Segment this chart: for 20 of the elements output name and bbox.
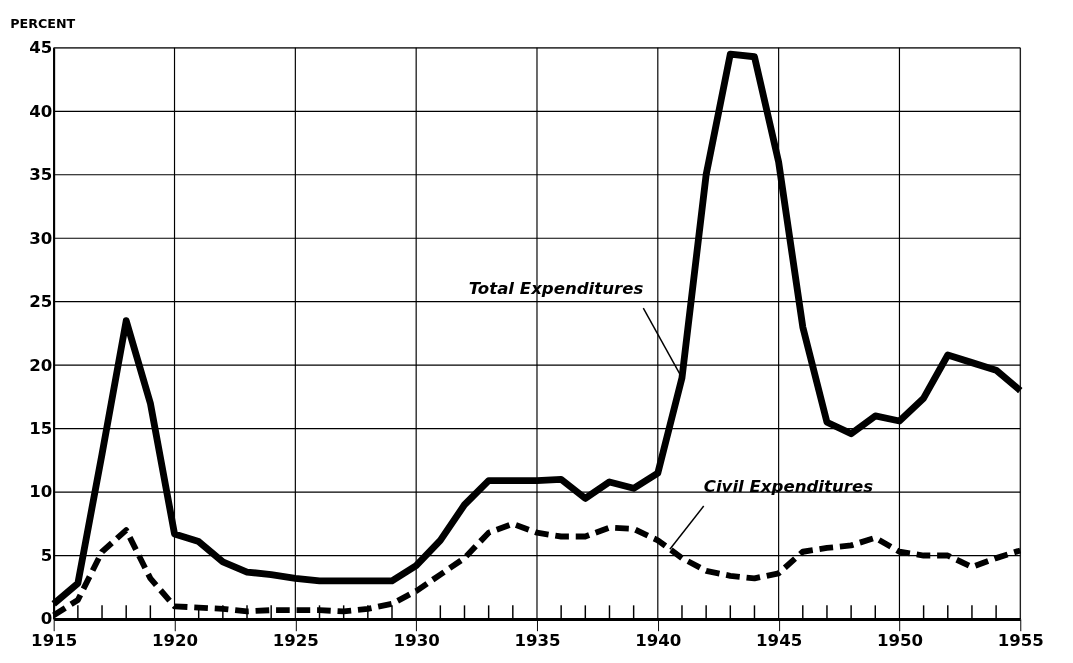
y-tick-label: 15 xyxy=(29,418,53,438)
x-tick-label: 1930 xyxy=(393,630,440,650)
x-tick-label: 1940 xyxy=(635,630,682,650)
x-tick-label: 1915 xyxy=(31,630,78,650)
y-tick-label: 45 xyxy=(29,38,53,58)
x-tick-label: 1945 xyxy=(756,630,803,650)
x-tick-label: 1955 xyxy=(997,630,1044,650)
y-tick-label: 25 xyxy=(29,292,53,312)
x-tick-label: 1925 xyxy=(272,630,319,650)
y-tick-label: 0 xyxy=(40,609,53,629)
y-tick-label: 35 xyxy=(29,165,53,185)
y-tick-label: 10 xyxy=(29,482,53,502)
y-axis-title: PERCENT xyxy=(10,15,76,31)
x-tick-label: 1950 xyxy=(876,630,924,650)
y-tick-label: 20 xyxy=(29,355,53,375)
y-tick-label: 30 xyxy=(29,228,53,248)
x-tick-label: 1920 xyxy=(151,630,199,650)
y-tick-label: 5 xyxy=(40,545,53,565)
y-tick-label: 40 xyxy=(29,101,53,121)
x-tick-label: 1935 xyxy=(514,630,561,650)
